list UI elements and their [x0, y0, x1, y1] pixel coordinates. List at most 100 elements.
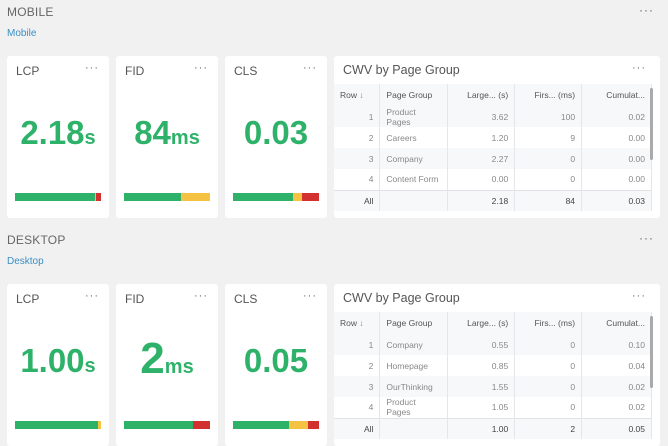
kpi-value: 2ms	[140, 334, 194, 383]
header-row: Row ↓ Page Group Large... (s) Firs... (ms) C…	[334, 84, 652, 106]
table-cell: Content Form	[379, 169, 449, 190]
kpi-card-fid: FID ··· 84ms	[116, 56, 218, 218]
table-cell: 0	[514, 148, 583, 169]
section-more-icon[interactable]: ···	[639, 231, 654, 245]
scrollbar[interactable]	[650, 88, 653, 160]
table-cell: 0.00	[581, 148, 652, 169]
cwv-table-card: CWV by Page Group ··· Row ↓ Page Group Lar…	[334, 56, 660, 218]
table-cell: 1.55	[447, 376, 516, 397]
kpi-value: 0.03	[243, 114, 309, 151]
table-cell: 2	[334, 127, 381, 148]
bar-good	[15, 421, 99, 429]
column-header[interactable]: Cumulat...	[581, 84, 652, 106]
table-row[interactable]: 3 Company 2.27 0 0.00	[334, 148, 652, 169]
table-cell: Company	[379, 148, 449, 169]
table-cell: 0	[514, 397, 583, 418]
table-cell: 0.00	[581, 127, 652, 148]
more-icon[interactable]: ···	[303, 62, 317, 74]
table-cell: 4	[334, 397, 381, 418]
cwv-table: Row ↓ Page Group Large... (s) Firs... (ms) C…	[334, 84, 652, 211]
more-icon[interactable]: ···	[85, 62, 99, 74]
table-cell: 0	[514, 169, 583, 190]
bar-good	[124, 193, 181, 201]
header-row: Row ↓ Page Group Large... (s) Firs... (ms) C…	[334, 312, 652, 334]
kpi-title: FID	[125, 64, 145, 78]
cwv-table: Row ↓ Page Group Large... (s) Firs... (ms) C…	[334, 312, 652, 439]
bar-poor	[192, 421, 210, 429]
table-row[interactable]: 1 Product Pages 3.62 100 0.02	[334, 106, 652, 127]
table-row[interactable]: 3 OurThinking 1.55 0 0.02	[334, 376, 652, 397]
table-row[interactable]: 2 Homepage 0.85 0 0.04	[334, 355, 652, 376]
column-header[interactable]: Row ↓	[334, 312, 381, 334]
column-header[interactable]: Cumulat...	[581, 312, 652, 334]
distribution-bar	[124, 421, 210, 429]
more-icon[interactable]: ···	[632, 290, 646, 302]
table-total-row: All 1.00 2 0.05	[334, 417, 652, 439]
more-icon[interactable]: ···	[303, 290, 317, 302]
kpi-unit: s	[84, 127, 96, 149]
table-cell: Product Pages	[379, 106, 449, 127]
column-header[interactable]: Large... (s)	[447, 84, 516, 106]
column-header[interactable]: Page Group	[379, 84, 449, 106]
total-cell: 2.18	[447, 189, 516, 211]
table-row[interactable]: 1 Company 0.55 0 0.10	[334, 334, 652, 355]
table-cell: 0	[514, 376, 583, 397]
table-cell: 1	[334, 334, 381, 355]
column-header[interactable]: Firs... (ms)	[514, 312, 583, 334]
bar-needs-improvement	[288, 421, 308, 429]
column-header[interactable]: Large... (s)	[447, 312, 516, 334]
table-cell: 3	[334, 148, 381, 169]
table-cell: 0.02	[581, 376, 652, 397]
kpi-title: FID	[125, 292, 145, 306]
table-cell: 1	[334, 106, 381, 127]
kpi-title: LCP	[16, 292, 40, 306]
table-cell: 4	[334, 169, 381, 190]
table-cell: Homepage	[379, 355, 449, 376]
table-row[interactable]: 4 Content Form 0.00 0 0.00	[334, 169, 652, 190]
kpi-title: CLS	[234, 292, 258, 306]
scrollbar[interactable]	[650, 316, 653, 388]
table-cell: 0.55	[447, 334, 516, 355]
total-cell: All	[334, 189, 381, 211]
total-cell: 0.05	[581, 417, 652, 439]
table-row[interactable]: 2 Careers 1.20 9 0.00	[334, 127, 652, 148]
kpi-card-lcp: LCP ··· 1.00s	[7, 284, 109, 446]
more-icon[interactable]: ···	[194, 62, 208, 74]
distribution-bar	[15, 193, 101, 201]
more-icon[interactable]: ···	[632, 62, 646, 74]
table-cell: 0.02	[581, 397, 652, 418]
table-cell: 1.05	[447, 397, 516, 418]
sort-arrow-icon: ↓	[359, 318, 364, 328]
column-header[interactable]: Row ↓	[334, 84, 381, 106]
bar-poor	[301, 193, 319, 201]
kpi-value: 0.05	[243, 342, 309, 379]
table-cell: 9	[514, 127, 583, 148]
more-icon[interactable]: ···	[194, 290, 208, 302]
kpi-card-cls: CLS ··· 0.03	[225, 56, 327, 218]
total-cell: 0.03	[581, 189, 652, 211]
bar-good	[233, 421, 289, 429]
column-header[interactable]: Firs... (ms)	[514, 84, 583, 106]
table-total-row: All 2.18 84 0.03	[334, 189, 652, 211]
table-cell: 0	[514, 355, 583, 376]
section-more-icon[interactable]: ···	[639, 3, 654, 17]
section-title: DESKTOP	[7, 233, 66, 247]
table-title: CWV by Page Group	[343, 63, 460, 77]
table-cell: 1.20	[447, 127, 516, 148]
table-cell: 0.02	[581, 106, 652, 127]
table-cell: 0.00	[447, 169, 516, 190]
table-cell: Careers	[379, 127, 449, 148]
bar-needs-improvement	[180, 193, 210, 201]
section-link[interactable]: Desktop	[7, 256, 44, 267]
bar-good	[124, 421, 193, 429]
table-row[interactable]: 4 Product Pages 1.05 0 0.02	[334, 397, 652, 418]
kpi-value: 2.18s	[20, 114, 96, 151]
table-cell: 0	[514, 334, 583, 355]
section-link[interactable]: Mobile	[7, 28, 37, 39]
table-cell: 0.10	[581, 334, 652, 355]
bar-needs-improvement	[94, 193, 96, 201]
table-cell: 3.62	[447, 106, 516, 127]
column-header[interactable]: Page Group	[379, 312, 449, 334]
sort-arrow-icon: ↓	[359, 90, 364, 100]
more-icon[interactable]: ···	[85, 290, 99, 302]
